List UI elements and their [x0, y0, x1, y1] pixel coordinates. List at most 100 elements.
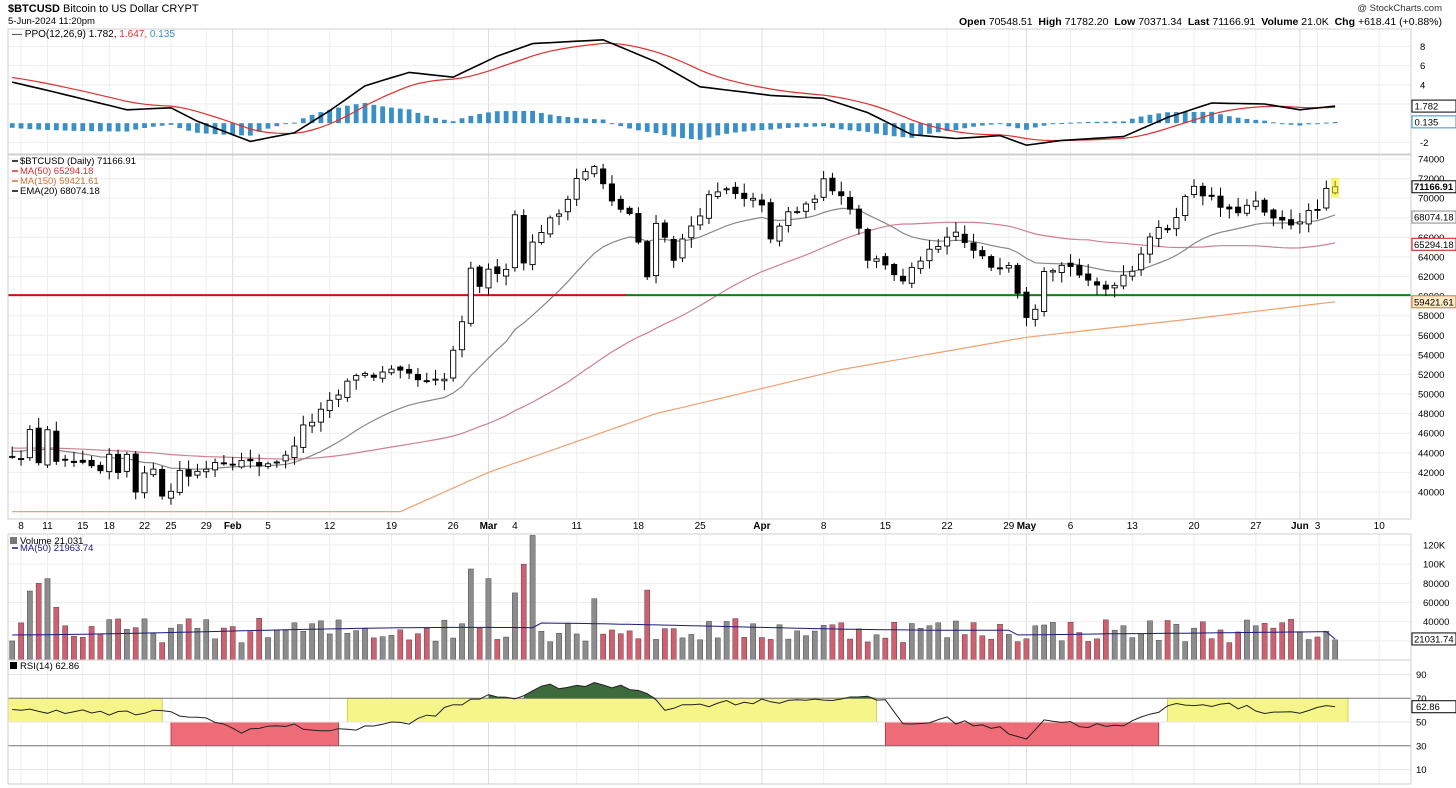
volume-bar: [1006, 634, 1012, 661]
ppo-hist-bar: [944, 123, 950, 132]
volume-bar: [282, 630, 289, 661]
candle: [714, 191, 721, 197]
ppo-hist-bar: [1024, 123, 1029, 130]
candle: [652, 222, 660, 277]
ppo-hist-bar: [644, 123, 650, 132]
candle: [432, 378, 439, 381]
ma50-tag-box: [1411, 237, 1456, 251]
volume-bar: [706, 621, 712, 661]
candle: [891, 263, 898, 276]
candle: [979, 250, 986, 257]
ppo-hist-bar: [1032, 123, 1038, 128]
volume-bar: [997, 623, 1003, 661]
x-axis-label: 29: [1003, 521, 1015, 532]
x-axis-label: 15: [77, 521, 89, 532]
candle: [1314, 208, 1321, 211]
candle: [1049, 270, 1056, 273]
candle: [132, 453, 139, 493]
ppo-hist-bar: [662, 123, 668, 136]
ppo-hist-bar: [653, 123, 659, 134]
price-frame: [7, 154, 1412, 520]
ppo-hist-bar: [1094, 121, 1100, 124]
volume-bar: [344, 633, 351, 661]
volume-bar: [856, 628, 862, 661]
ppo-hist-bar: [468, 115, 474, 124]
candle: [1023, 291, 1030, 318]
volume-bar: [88, 626, 95, 661]
x-axis-label: 6: [1068, 521, 1074, 532]
x-axis-label: 12: [324, 521, 336, 532]
ppo-hist-bar: [1323, 122, 1329, 124]
candle: [644, 241, 651, 278]
candle: [467, 267, 474, 324]
volume-bar: [1261, 623, 1268, 661]
volume-bar: [891, 622, 897, 661]
ppo-hist-bar: [1112, 121, 1118, 124]
volume-bar: [670, 628, 677, 661]
x-axis-label: 29: [201, 521, 213, 532]
candle: [441, 378, 448, 382]
volume-bar: [617, 633, 624, 661]
ppo-hist-bar: [927, 123, 932, 134]
volume-bar: [1164, 620, 1171, 661]
ppo-hist-bar: [627, 123, 632, 129]
chart-title: $BTCUSD Bitcoin to US Dollar CRYPT: [8, 3, 199, 15]
candle: [35, 427, 42, 464]
vol-tick-label: 60000: [1423, 598, 1449, 609]
ppo-hist-bar: [1262, 120, 1267, 124]
ppo-hist-bar: [1006, 123, 1012, 127]
ppo-hist-bar: [591, 119, 597, 124]
rsi-tick-label: 10: [1416, 765, 1427, 776]
volume-bar: [274, 629, 280, 661]
candle: [961, 233, 968, 243]
ppo-hist-bar: [1156, 113, 1162, 124]
ppo-hist-bar: [1244, 118, 1250, 124]
volume-bar: [803, 635, 809, 661]
x-axis-label: 19: [386, 521, 398, 532]
ppo-hist-bar: [1279, 123, 1285, 125]
volume-bar: [141, 618, 148, 661]
price-legend-ma50: MA(50) 65294.18: [20, 166, 93, 177]
ma150-tag: 59421.61: [1414, 297, 1454, 308]
candle: [423, 380, 430, 383]
ma150-tag-box: [1411, 295, 1456, 309]
volume-bar: [547, 641, 554, 661]
candle: [9, 455, 16, 458]
last-price-tag-box: [1411, 180, 1456, 194]
ppo-hist-bar: [53, 123, 59, 131]
volume-bar: [1041, 624, 1047, 661]
volume-bar: [1332, 639, 1338, 661]
price-tick-label: 44000: [1418, 448, 1444, 459]
candle: [185, 469, 192, 477]
candle: [670, 238, 677, 261]
candle: [1102, 284, 1109, 290]
ppo-hist-bar: [1059, 123, 1065, 125]
ppo-hist-bar: [882, 123, 888, 136]
candle: [917, 260, 924, 270]
volume-bar: [212, 638, 218, 661]
rsi-bear-zone: [170, 721, 339, 747]
volume-bar: [864, 641, 871, 661]
candle: [150, 468, 157, 476]
price-tick-label: 42000: [1418, 468, 1444, 479]
rsi-bull-zone: [7, 697, 163, 723]
candle: [758, 199, 765, 206]
rsi-bull-zone: [1167, 697, 1349, 723]
candle: [1067, 262, 1074, 267]
ppo-hist-bar: [309, 114, 315, 124]
ppo-hist-bar: [1041, 123, 1047, 126]
ppo-hist-bar: [327, 109, 333, 124]
ppo-hist-bar: [380, 106, 386, 124]
volume-bar: [406, 639, 412, 661]
high-label: High: [1038, 16, 1062, 28]
candle: [450, 349, 457, 379]
open-label: Open: [958, 16, 986, 28]
ppo-hist-bar: [583, 118, 588, 124]
volume-bar: [185, 618, 192, 661]
candle: [811, 198, 818, 203]
ppo-hist-bar: [538, 112, 544, 124]
candle: [1014, 264, 1021, 294]
volume-bar: [900, 642, 906, 661]
price-tick-label: 48000: [1418, 409, 1444, 420]
volume-bar: [1173, 623, 1180, 661]
